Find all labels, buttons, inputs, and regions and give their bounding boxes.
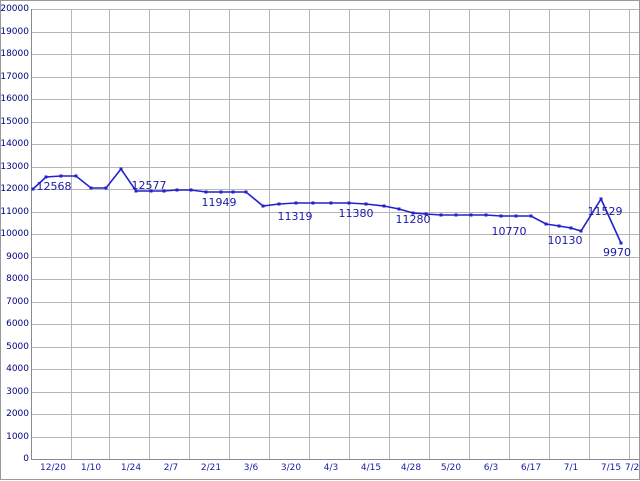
gridline-vertical xyxy=(269,9,270,459)
y-axis-tick-label: 5000 xyxy=(6,341,29,352)
y-axis-tick-label: 11000 xyxy=(0,206,29,217)
x-axis-tick-label: 1/24 xyxy=(120,463,142,473)
data-point-label: 9970 xyxy=(603,246,631,259)
y-axis-tick-label: 9000 xyxy=(6,251,29,262)
x-axis-tick-label: 4/15 xyxy=(360,463,382,473)
gridline-horizontal xyxy=(31,189,639,190)
gridline-horizontal xyxy=(31,9,639,10)
y-axis-labels: 0 1000 2000 3000 4000 5000 6000 7000 8000 9000 100… xyxy=(0,1,29,481)
gridline-horizontal xyxy=(31,31,639,33)
y-axis-tick-label: 8000 xyxy=(6,274,29,284)
data-point-label: 11529 xyxy=(587,205,623,218)
y-axis-tick-label: 1000 xyxy=(6,431,29,442)
gridline-horizontal xyxy=(31,211,639,213)
gridline-horizontal xyxy=(31,54,639,55)
y-axis-line xyxy=(31,9,32,460)
x-axis-tick-label: 7/1 xyxy=(563,463,579,473)
gridline-vertical xyxy=(589,9,590,459)
gridline-vertical xyxy=(349,9,350,459)
y-axis-tick-label: 15000 xyxy=(0,116,29,127)
gridline-horizontal xyxy=(31,99,639,100)
gridline-horizontal xyxy=(31,256,639,258)
y-axis-tick-label: 10000 xyxy=(0,229,29,239)
gridline-horizontal xyxy=(31,346,639,348)
gridline-vertical xyxy=(149,9,150,459)
data-point-label: 10130 xyxy=(547,234,583,247)
gridline-horizontal xyxy=(31,324,639,325)
y-axis-tick-label: 12000 xyxy=(0,184,29,194)
y-axis-tick-label: 19000 xyxy=(0,26,29,37)
data-point-label: 12568 xyxy=(36,180,72,193)
y-axis-tick-label: 16000 xyxy=(0,94,29,104)
data-point-label: 11280 xyxy=(395,213,431,226)
x-axis-tick-label: 6/17 xyxy=(520,463,542,473)
data-point-label: 11380 xyxy=(338,207,374,220)
gridline-vertical xyxy=(469,9,470,459)
gridline-horizontal xyxy=(31,279,639,280)
y-axis-tick-label: 14000 xyxy=(0,139,29,149)
data-point-label: 12577 xyxy=(131,179,167,192)
gridline-vertical xyxy=(429,9,430,459)
gridline-vertical xyxy=(309,9,310,459)
gridline-vertical xyxy=(189,9,190,459)
gridline-vertical xyxy=(71,9,72,459)
x-axis-tick-label: 3/6 xyxy=(243,463,259,473)
y-axis-tick-label: 7000 xyxy=(6,296,29,307)
y-axis-tick-label: 13000 xyxy=(0,161,29,172)
data-point-label: 10770 xyxy=(491,225,527,238)
x-axis-tick-label: 1/10 xyxy=(80,463,102,473)
y-axis-tick-label: 4000 xyxy=(6,364,29,374)
gridline-horizontal xyxy=(31,144,639,145)
gridline-horizontal xyxy=(31,76,639,78)
gridline-vertical xyxy=(389,9,390,459)
gridline-horizontal xyxy=(31,369,639,370)
x-axis-tick-label: 5/20 xyxy=(440,463,462,473)
y-axis-tick-label: 17000 xyxy=(0,71,29,82)
gridline-vertical xyxy=(229,9,230,459)
x-axis-tick-label: 4/28 xyxy=(400,463,422,473)
x-axis-tick-label: 2/21 xyxy=(200,463,222,473)
data-point-label: 11949 xyxy=(201,196,237,209)
y-axis-tick-label: 0 xyxy=(23,454,29,464)
x-axis-tick-label: 4/3 xyxy=(323,463,339,473)
y-axis-tick-label: 20000 xyxy=(0,4,29,14)
gridline-horizontal xyxy=(31,301,639,303)
gridline-horizontal xyxy=(31,436,639,438)
gridline-horizontal xyxy=(31,121,639,123)
x-axis-tick-label: 3/20 xyxy=(280,463,302,473)
x-axis-line xyxy=(31,459,639,460)
gridline-horizontal xyxy=(31,414,639,415)
y-axis-tick-label: 2000 xyxy=(6,409,29,419)
x-axis-tick-label: 7/29 xyxy=(624,463,640,473)
x-axis-tick-label: 7/15 xyxy=(600,463,622,473)
x-axis-tick-label: 2/7 xyxy=(163,463,179,473)
gridline-vertical xyxy=(109,9,110,459)
gridline-horizontal xyxy=(31,391,639,393)
gridline-horizontal xyxy=(31,166,639,168)
x-axis-tick-label: 6/3 xyxy=(483,463,499,473)
gridline-vertical xyxy=(629,9,630,459)
data-point-label: 11319 xyxy=(277,210,313,223)
x-axis-tick-label: 12/20 xyxy=(40,463,66,473)
y-axis-tick-label: 6000 xyxy=(6,319,29,329)
y-axis-tick-label: 3000 xyxy=(6,386,29,397)
y-axis-tick-label: 18000 xyxy=(0,49,29,59)
